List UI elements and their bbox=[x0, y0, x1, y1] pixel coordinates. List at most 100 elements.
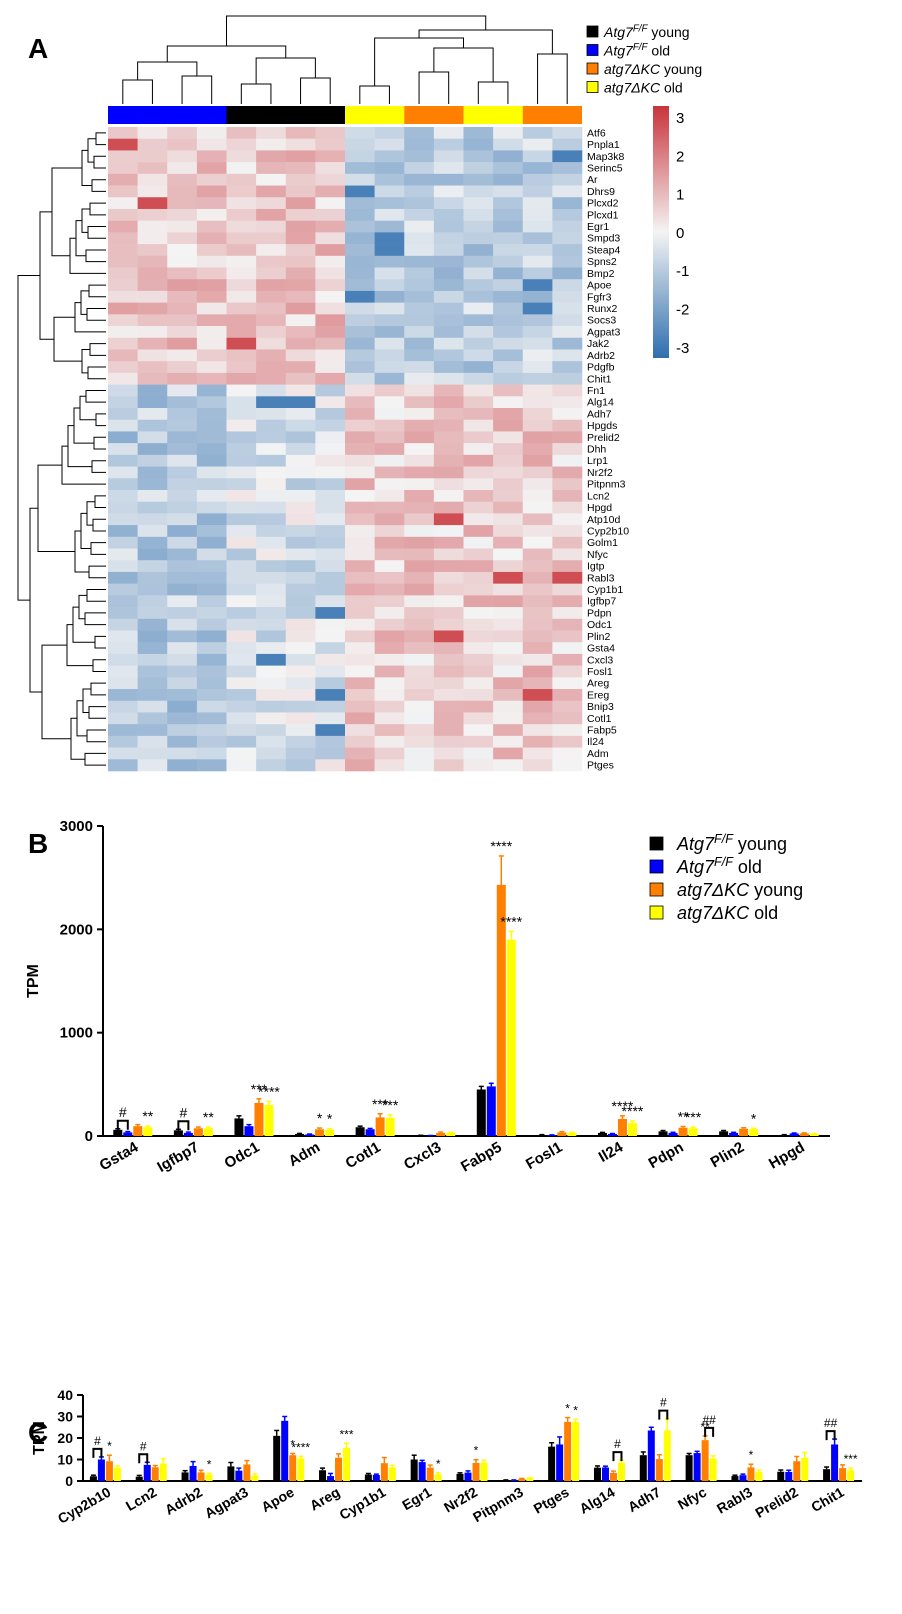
bar bbox=[143, 1127, 153, 1136]
heatmap-cell bbox=[463, 232, 494, 245]
heatmap-cell bbox=[552, 326, 583, 339]
category-label: Egr1 bbox=[399, 1484, 434, 1514]
heatmap-cell bbox=[108, 618, 138, 631]
heatmap-cell bbox=[285, 665, 316, 678]
heatmap-cell bbox=[256, 712, 287, 725]
heatmap-cell bbox=[315, 279, 346, 292]
heatmap-cell bbox=[522, 185, 553, 198]
heatmap-cell bbox=[256, 489, 287, 502]
heatmap-cell bbox=[522, 138, 553, 151]
significance-bracket bbox=[138, 1453, 149, 1464]
heatmap-cell bbox=[463, 443, 494, 456]
heatmap-cell bbox=[404, 466, 435, 479]
heatmap-cell bbox=[433, 208, 464, 221]
heatmap-cell bbox=[167, 501, 198, 514]
heatmap-cell bbox=[493, 489, 524, 502]
legend-sup: F/F bbox=[714, 832, 734, 846]
heatmap-cell bbox=[493, 501, 524, 514]
heatmap-cell bbox=[108, 642, 138, 655]
bar bbox=[789, 1133, 799, 1136]
heatmap-cell bbox=[256, 150, 287, 163]
heatmap-cell bbox=[167, 700, 198, 713]
heatmap-cell bbox=[285, 525, 316, 538]
heatmap-cell bbox=[285, 267, 316, 280]
heatmap-cell bbox=[374, 665, 405, 678]
heatmap-cell bbox=[404, 677, 435, 690]
heatmap-cell bbox=[226, 326, 257, 339]
heatmap-cell bbox=[285, 677, 316, 690]
heatmap-cell bbox=[315, 712, 346, 725]
bar bbox=[183, 1132, 193, 1136]
heatmap-cell bbox=[108, 384, 138, 397]
heatmap-cell bbox=[493, 712, 524, 725]
heatmap-cell bbox=[345, 384, 375, 397]
category-label: Pdpn bbox=[646, 1139, 687, 1172]
bar bbox=[197, 1472, 205, 1481]
heatmap-cell bbox=[345, 489, 375, 502]
heatmap-cell bbox=[108, 197, 138, 210]
heatmap-cell bbox=[167, 560, 198, 573]
legend-label: Atg7F/F young bbox=[676, 832, 787, 854]
heatmap-cell bbox=[256, 372, 287, 385]
heatmap-cell bbox=[493, 138, 524, 151]
heatmap-cell bbox=[256, 244, 287, 257]
significance-label: **** bbox=[490, 838, 512, 854]
heatmap-cell bbox=[552, 712, 583, 725]
heatmap-cell bbox=[137, 197, 168, 210]
legend-sup: F/F bbox=[633, 42, 649, 53]
dendrogram-link bbox=[74, 302, 85, 333]
bar bbox=[254, 1102, 264, 1136]
heatmap-cell bbox=[522, 513, 553, 526]
legend-suffix: old bbox=[733, 857, 762, 877]
heatmap-cell bbox=[463, 127, 494, 140]
heatmap-cell bbox=[285, 653, 316, 666]
dendrogram-link bbox=[255, 57, 316, 84]
gene-label: Areg bbox=[587, 678, 609, 690]
heatmap-cell bbox=[315, 173, 346, 186]
heatmap-cell bbox=[552, 255, 583, 268]
heatmap-cell bbox=[463, 689, 494, 702]
heatmap-cell bbox=[522, 642, 553, 655]
heatmap-cell bbox=[433, 419, 464, 432]
heatmap-cell bbox=[226, 700, 257, 713]
heatmap-cell bbox=[226, 525, 257, 538]
gene-label: Rabl3 bbox=[587, 572, 615, 584]
bar bbox=[809, 1133, 819, 1136]
y-axis-label: TPM bbox=[25, 964, 42, 998]
heatmap-cell bbox=[196, 127, 227, 140]
heatmap-cell bbox=[167, 548, 198, 561]
heatmap-cell bbox=[374, 653, 405, 666]
legend-label: atg7ΔKC young bbox=[677, 880, 803, 900]
heatmap-cell bbox=[137, 677, 168, 690]
heatmap-cell bbox=[433, 454, 464, 467]
bar bbox=[663, 1430, 671, 1481]
heatmap-cell bbox=[463, 255, 494, 268]
heatmap-cell bbox=[167, 607, 198, 620]
heatmap-cell bbox=[404, 290, 435, 303]
heatmap-cell bbox=[374, 232, 405, 245]
heatmap-cell bbox=[374, 689, 405, 702]
heatmap-cell bbox=[196, 384, 227, 397]
heatmap-cell bbox=[345, 677, 375, 690]
heatmap-cell bbox=[226, 314, 257, 327]
heatmap-cell bbox=[433, 630, 464, 643]
heatmap-cell bbox=[226, 197, 257, 210]
gene-label: Pnpla1 bbox=[587, 139, 620, 151]
heatmap-cell bbox=[374, 607, 405, 620]
heatmap-cell bbox=[196, 712, 227, 725]
heatmap-cell bbox=[196, 618, 227, 631]
heatmap-cell bbox=[256, 501, 287, 514]
heatmap-cell bbox=[196, 642, 227, 655]
heatmap-cell bbox=[552, 759, 583, 772]
heatmap-cell bbox=[315, 525, 346, 538]
heatmap-cell bbox=[315, 653, 346, 666]
heatmap-cell bbox=[256, 665, 287, 678]
heatmap-cell bbox=[108, 244, 138, 257]
bar bbox=[234, 1118, 244, 1136]
dendrogram-link bbox=[80, 290, 89, 315]
heatmap-cell bbox=[226, 408, 257, 421]
heatmap-cell bbox=[374, 208, 405, 221]
heatmap-cell bbox=[345, 607, 375, 620]
bar bbox=[319, 1470, 327, 1481]
bar bbox=[372, 1474, 380, 1481]
